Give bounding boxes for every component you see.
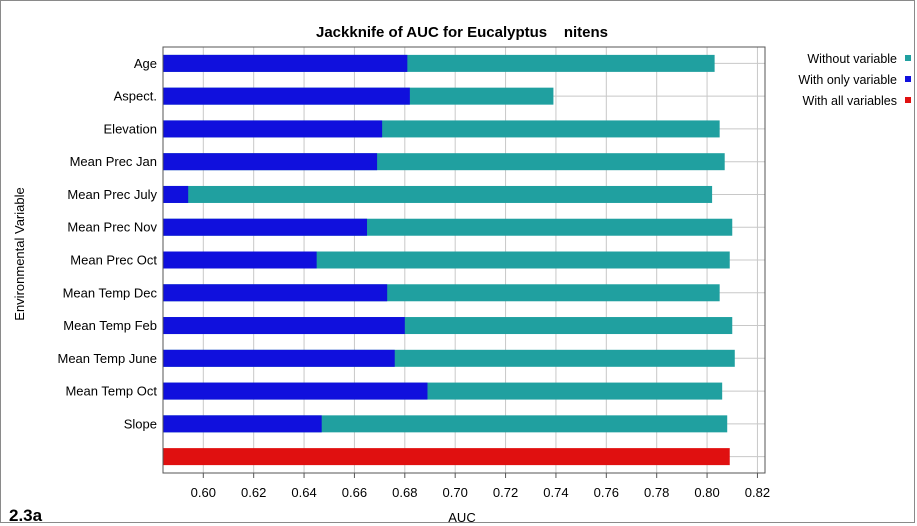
bar-with-only-variable (163, 185, 189, 203)
legend-swatch (905, 97, 911, 103)
x-tick-label: 0.82 (745, 485, 770, 500)
bar-with-only-variable (163, 349, 395, 367)
x-tick-labels: 0.60 0.62 0.64 0.66 0.68 0.70 0.72 0.74 0.76 0.78… (191, 485, 770, 500)
category-label: Mean Temp Oct (65, 384, 157, 399)
x-tick-label: 0.74 (543, 485, 568, 500)
y-axis-title: Environmental Variable (12, 187, 27, 320)
legend-label: With only variable (798, 73, 897, 87)
bar-with-only-variable (163, 54, 408, 72)
bar-without-variable (163, 185, 713, 203)
category-label: Mean Prec Oct (70, 253, 157, 268)
chart-title: Jackknife of AUC for Eucalyptus nitens (316, 24, 608, 41)
bar-with-only-variable (163, 317, 405, 335)
category-label: Slope (124, 416, 157, 431)
x-tick-label: 0.76 (594, 485, 619, 500)
legend-label: Without variable (807, 52, 897, 66)
axes (162, 46, 766, 478)
x-tick-label: 0.80 (694, 485, 719, 500)
plot-border (162, 46, 766, 474)
legend-swatch (905, 76, 911, 82)
legend-swatch (905, 55, 911, 61)
category-label: Mean Temp June (58, 351, 158, 366)
category-label: Mean Prec Nov (67, 220, 157, 235)
bar-with-all-variables (163, 448, 730, 466)
bar-with-only-variable (163, 153, 378, 171)
figure-label: 2.3a (9, 506, 43, 525)
category-label: Aspect. (114, 89, 157, 104)
bars (163, 54, 735, 466)
x-tick-label: 0.66 (342, 485, 367, 500)
legend-label: With all variables (803, 94, 897, 108)
category-label: Elevation (104, 121, 157, 136)
category-label: Mean Prec July (67, 187, 157, 202)
bar-with-only-variable (163, 284, 388, 302)
x-tick-label: 0.72 (493, 485, 518, 500)
category-label: Age (134, 56, 157, 71)
x-tick-label: 0.78 (644, 485, 669, 500)
x-tick-label: 0.70 (443, 485, 468, 500)
legend: Without variable With only variable With a… (798, 52, 911, 108)
category-labels: Age Aspect. Elevation Mean Prec Jan Mean Pre… (58, 56, 158, 431)
category-label: Mean Temp Feb (63, 318, 157, 333)
bar-with-only-variable (163, 382, 428, 400)
x-tick-label: 0.62 (241, 485, 266, 500)
category-label: Mean Prec Jan (70, 154, 157, 169)
x-tick-label: 0.68 (392, 485, 417, 500)
category-label: Mean Temp Dec (63, 285, 158, 300)
bar-with-only-variable (163, 120, 383, 138)
bar-with-only-variable (163, 251, 317, 269)
bar-with-only-variable (163, 415, 322, 433)
x-tick-label: 0.64 (291, 485, 316, 500)
x-tick-label: 0.60 (191, 485, 216, 500)
bar-with-only-variable (163, 87, 410, 105)
bar-with-only-variable (163, 218, 368, 236)
x-axis-title: AUC (448, 510, 475, 525)
